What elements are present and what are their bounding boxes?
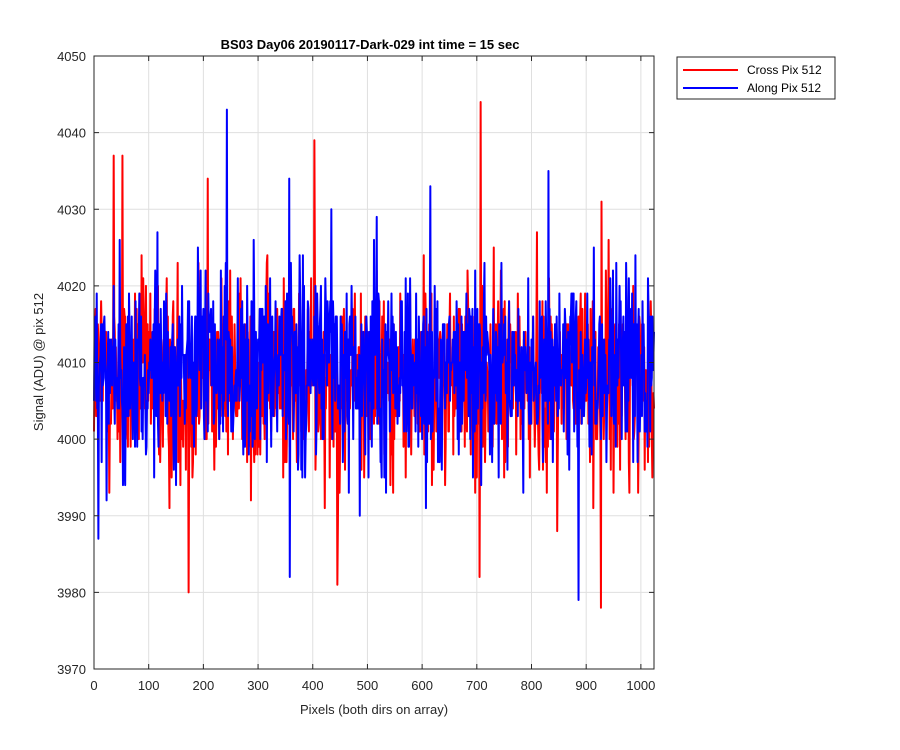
y-tick-label: 4020 [57, 279, 86, 294]
y-tick-label: 4050 [57, 49, 86, 64]
y-axis-label: Signal (ADU) @ pix 512 [31, 293, 46, 431]
series-layer [93, 100, 655, 609]
x-tick-label: 1000 [626, 678, 655, 693]
chart-title: BS03 Day06 20190117-Dark-029 int time = … [221, 37, 520, 52]
x-tick-label: 900 [575, 678, 597, 693]
y-tick-label: 3980 [57, 585, 86, 600]
x-tick-label: 0 [90, 678, 97, 693]
x-tick-label: 600 [411, 678, 433, 693]
y-tick-label: 4040 [57, 126, 86, 141]
legend-label-cross: Cross Pix 512 [747, 63, 822, 77]
y-tick-label: 4010 [57, 356, 86, 371]
y-tick-label: 3990 [57, 509, 86, 524]
x-tick-label: 400 [302, 678, 324, 693]
legend: Cross Pix 512 Along Pix 512 [676, 56, 836, 100]
y-tick-label: 4030 [57, 202, 86, 217]
x-tick-label: 800 [521, 678, 543, 693]
legend-box [676, 56, 836, 100]
x-axis-label: Pixels (both dirs on array) [300, 702, 448, 717]
x-tick-label: 300 [247, 678, 269, 693]
ticks: 0 100 200 300 400 500 600 700 800 900 1000 3970 3980… [57, 49, 655, 693]
x-tick-label: 200 [193, 678, 215, 693]
y-tick-label: 3970 [57, 662, 86, 677]
x-tick-label: 100 [138, 678, 160, 693]
series-line-along [93, 108, 655, 602]
legend-label-along: Along Pix 512 [747, 81, 821, 95]
x-tick-label: 700 [466, 678, 488, 693]
x-tick-label: 500 [357, 678, 379, 693]
y-tick-label: 4000 [57, 432, 86, 447]
